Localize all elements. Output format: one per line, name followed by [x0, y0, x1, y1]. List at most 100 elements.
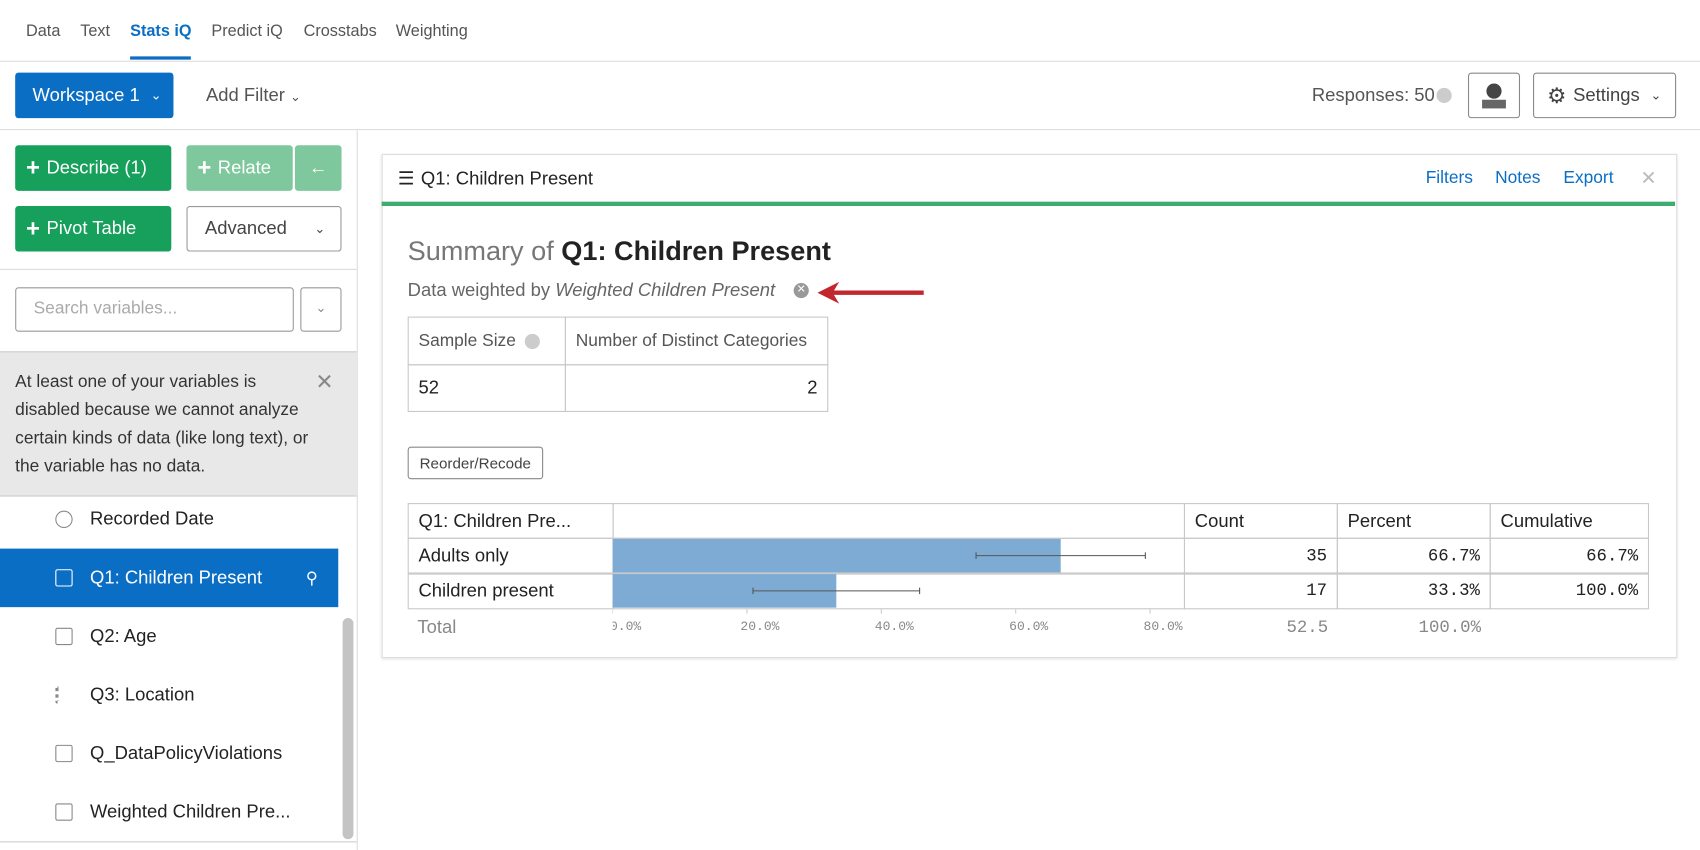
list-icon — [55, 686, 72, 704]
freq-header[interactable]: Percent — [1336, 503, 1491, 539]
weighted-note: Data weighted by Weighted Children Prese… — [408, 280, 776, 302]
tab[interactable]: Weighting — [395, 21, 468, 41]
list-icon — [55, 569, 73, 587]
advanced-dropdown[interactable]: Advanced ⌄ — [186, 205, 342, 252]
label: Relate — [217, 157, 272, 178]
card-close[interactable]: ✕ — [1640, 166, 1657, 189]
tab-active[interactable]: Stats iQ — [130, 21, 192, 41]
error-bar — [975, 552, 1146, 559]
pivot-button[interactable]: + Pivot Table — [15, 205, 172, 252]
count: 35 — [1183, 537, 1338, 574]
stats-value: 2 — [564, 364, 829, 412]
card-action[interactable]: Notes — [1495, 169, 1541, 188]
label: Recorded Date — [89, 508, 214, 530]
label: Weighted Children Pre... — [89, 801, 291, 822]
result-card — [381, 153, 1678, 659]
apple-icon — [1482, 83, 1506, 109]
variable-item[interactable]: Recorded Date — [0, 490, 338, 549]
variable-item[interactable]: Q2: Age — [0, 607, 338, 666]
weight-variable: Weighted Children Present — [555, 279, 776, 301]
cumulative: 66.7% — [1489, 537, 1650, 574]
variable-item-selected[interactable]: Q1: Children Present ⚲ — [0, 548, 339, 608]
describe-button[interactable]: + Describe (1) — [15, 145, 172, 191]
label: Describe (1) — [46, 157, 147, 178]
percent: 66.7% — [1336, 537, 1491, 574]
scrollbar[interactable] — [342, 617, 354, 840]
annotation-arrow — [817, 281, 924, 304]
variable-item[interactable]: Q3: Location — [0, 666, 338, 725]
placeholder: Search variables... — [33, 299, 178, 318]
check-icon — [55, 744, 73, 763]
stats-header: Number of Distinct Categories — [564, 316, 829, 366]
x-tick-label: 0.0% — [613, 619, 642, 634]
total-label: Total — [417, 616, 457, 637]
chevron: ⌄ — [290, 88, 301, 105]
info-icon — [1436, 87, 1452, 103]
stats-value: 52 — [407, 364, 566, 412]
tab[interactable]: Crosstabs — [303, 21, 377, 41]
card-title: ☰ Q1: Children Present — [397, 168, 594, 189]
label: Workspace 1 — [32, 84, 140, 106]
percent: 33.3% — [1336, 572, 1491, 609]
workspace-button[interactable]: Workspace 1 ⌄ — [15, 72, 174, 119]
card-accent — [381, 201, 1676, 206]
stats-header: Sample Size — [407, 316, 566, 366]
reorder-button[interactable]: Reorder/Recode — [407, 446, 543, 480]
x-tick-label: 20.0% — [740, 619, 779, 634]
summary-heading: Summary of Q1: Children Present — [408, 236, 831, 267]
total-percent: 100.0% — [1418, 617, 1481, 637]
tab[interactable]: Text — [80, 21, 111, 41]
divider — [0, 268, 357, 270]
card-action[interactable]: Filters — [1425, 169, 1473, 188]
responses: Responses: 50 — [1311, 84, 1435, 106]
divider — [0, 129, 1700, 131]
settings-button[interactable]: ⚙ Settings ⌄ — [1533, 72, 1677, 119]
notice — [0, 351, 357, 497]
close-notice[interactable]: ✕ — [315, 370, 334, 395]
remove-weight[interactable]: ✕ — [793, 282, 809, 299]
label: Advanced — [204, 217, 287, 239]
card-action[interactable]: Export — [1563, 169, 1614, 188]
freq-header[interactable]: Q1: Children Pre... — [407, 503, 614, 539]
x-tick-label: 80.0% — [1144, 619, 1183, 634]
label: Settings — [1573, 84, 1640, 106]
tab-underline — [130, 56, 191, 60]
row-label: Children present — [407, 572, 614, 609]
chart-icon — [55, 803, 73, 821]
label: Pivot Table — [46, 217, 137, 239]
label: Q_DataPolicyViolations — [89, 742, 283, 764]
variable-item[interactable]: Q_DataPolicyViolations — [0, 724, 338, 783]
bar-chart: 0.0% 20.0% 40.0% 60.0% 80.0% — [612, 538, 1183, 634]
apple-button[interactable] — [1467, 72, 1521, 119]
chart-header[interactable] — [612, 503, 1186, 539]
notice-text: At least one of your variables is disabl… — [15, 372, 309, 476]
prefix: Data weighted by — [407, 279, 551, 301]
clock-icon — [55, 510, 73, 528]
tab-bar — [0, 0, 1700, 62]
chart-icon — [55, 627, 73, 646]
label: Q2: Age — [89, 625, 157, 647]
row-label: Adults only — [407, 537, 614, 574]
relate-button[interactable]: + Relate — [186, 145, 293, 191]
count: 17 — [1183, 572, 1338, 609]
gear: ⚙ — [1547, 84, 1567, 108]
label: Q3: Location — [89, 684, 195, 705]
chevron: ⌄ — [1650, 87, 1662, 103]
chevron: ⌄ — [150, 87, 162, 103]
variable-item[interactable]: Weighted Children Pre... — [0, 783, 338, 842]
search-dropdown[interactable]: ⌄ — [300, 287, 342, 332]
search-input[interactable]: Search variables... — [15, 287, 294, 332]
tab[interactable]: Data — [26, 21, 61, 41]
freq-header[interactable]: Cumulative — [1489, 503, 1650, 539]
add-filter[interactable]: Add Filter ⌄ — [206, 85, 301, 107]
collapse-button[interactable]: ← — [294, 145, 342, 191]
tab[interactable]: Predict iQ — [211, 21, 283, 41]
freq-header[interactable]: Count — [1183, 503, 1338, 539]
key-icon[interactable]: ⚲ — [305, 569, 318, 588]
cumulative: 100.0% — [1489, 572, 1650, 609]
prefix: Summary of — [407, 236, 554, 267]
x-tick-label: 60.0% — [1009, 619, 1048, 634]
label: Q1: Children Present — [89, 567, 263, 588]
